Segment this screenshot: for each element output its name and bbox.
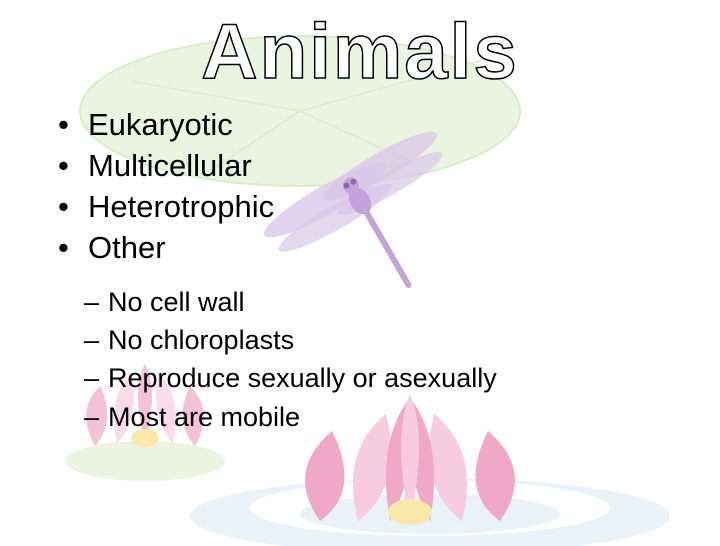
list-item: Reproduce sexually or asexually xyxy=(84,359,690,397)
list-item: Most are mobile xyxy=(84,398,690,436)
list-item: Heterotrophic xyxy=(58,187,690,228)
list-item: Multicellular xyxy=(58,146,690,187)
list-item: Other xyxy=(58,228,690,269)
list-item: No cell wall xyxy=(84,283,690,321)
list-item: No chloroplasts xyxy=(84,321,690,359)
slide-content: Animals Eukaryotic Multicellular Heterot… xyxy=(0,6,720,436)
list-item: Eukaryotic xyxy=(58,105,690,146)
sub-bullet-list: No cell wall No chloroplasts Reproduce s… xyxy=(84,283,690,436)
slide-title: Animals xyxy=(30,6,690,97)
main-bullet-list: Eukaryotic Multicellular Heterotrophic O… xyxy=(58,105,690,269)
